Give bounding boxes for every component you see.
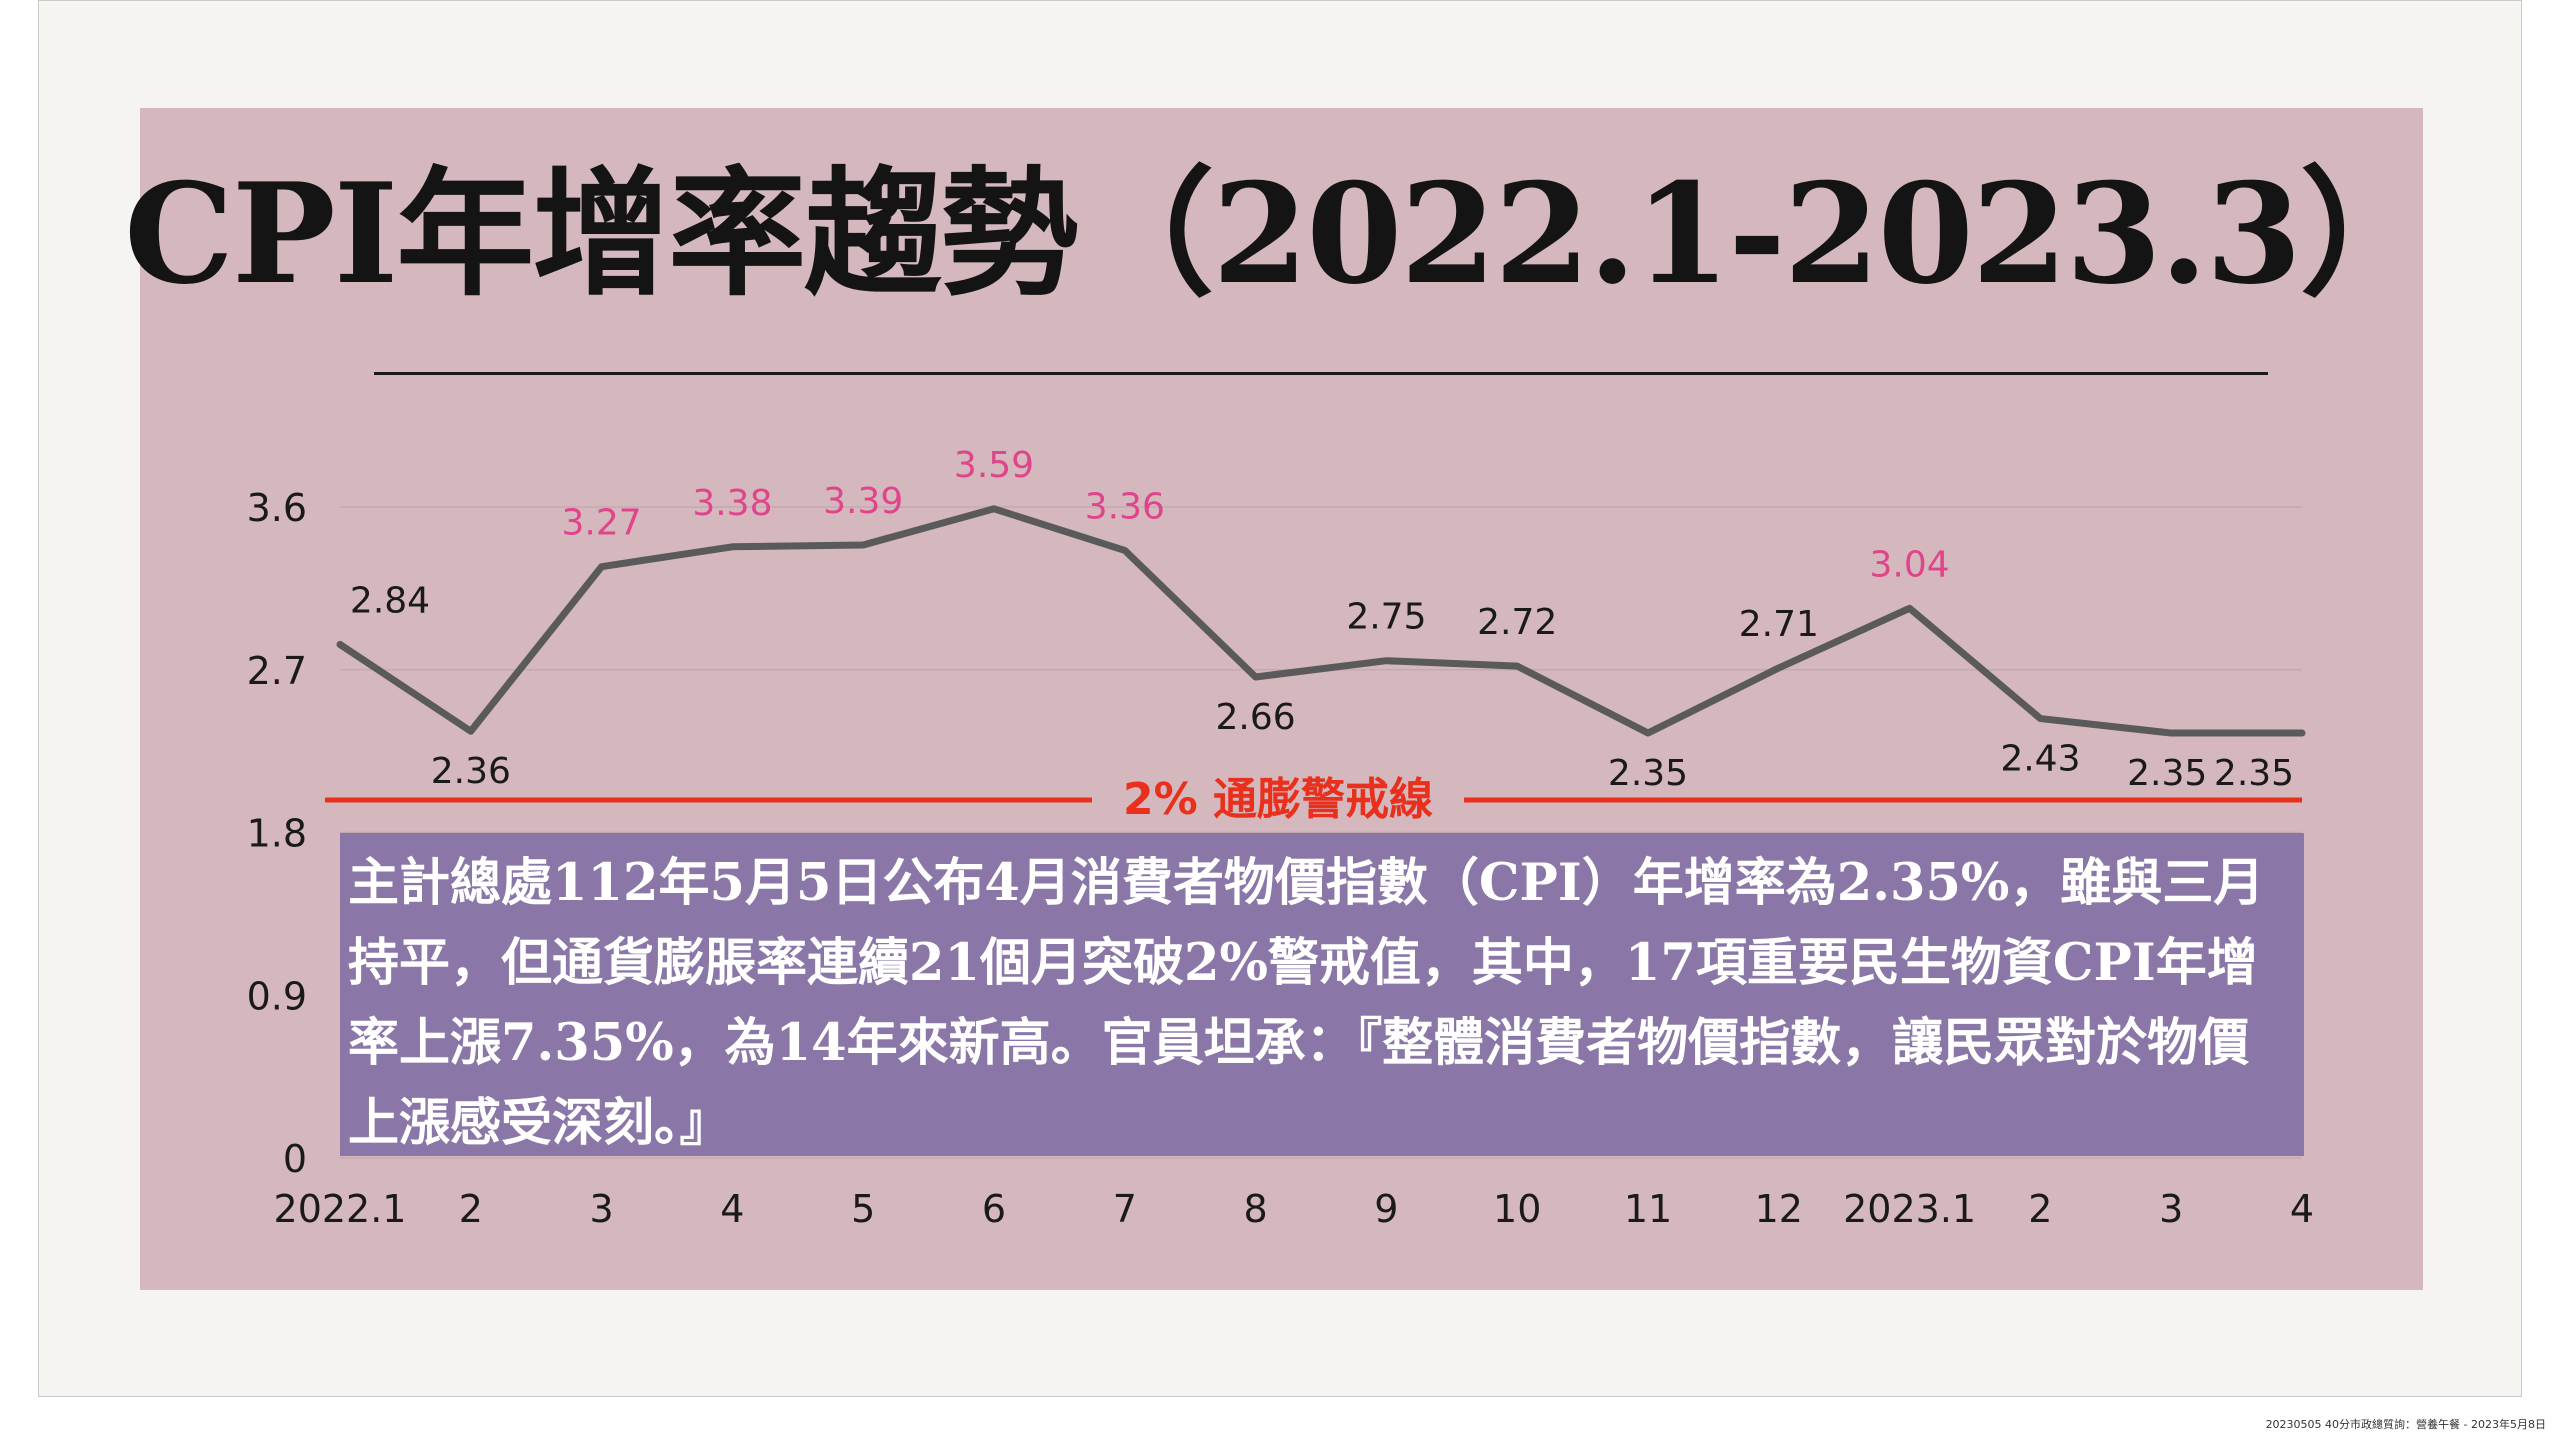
x-tick-label: 6 — [982, 1187, 1006, 1231]
x-tick-label: 2 — [2028, 1187, 2052, 1231]
x-tick-label: 12 — [1755, 1187, 1803, 1231]
x-tick-label: 2023.1 — [1843, 1187, 1976, 1231]
y-tick-label: 1.8 — [247, 812, 307, 856]
data-label: 3.39 — [823, 481, 903, 522]
y-tick-label: 2.7 — [247, 649, 307, 693]
data-label: 3.04 — [1870, 544, 1950, 585]
data-label: 2.75 — [1346, 597, 1426, 638]
x-tick-label: 11 — [1624, 1187, 1672, 1231]
y-axis-ticks: 0 0.9 1.8 2.7 3.6 — [247, 486, 307, 1181]
data-label: 2.72 — [1477, 602, 1557, 643]
data-labels: 2.84 2.36 3.27 3.38 3.39 3.59 3.36 2.66 2.75 2.72… — [350, 445, 2294, 794]
data-label: 2.35 — [2214, 753, 2294, 794]
x-tick-label: 8 — [1244, 1187, 1268, 1231]
x-tick-label: 7 — [1113, 1187, 1137, 1231]
footer-caption: 20230505 40分市政總質詢：營養午餐 - 2023年5月8日 — [2265, 1418, 2546, 1431]
x-tick-label: 3 — [2159, 1187, 2183, 1231]
chart-title: CPI年增率趨勢（2022.1-2023.3） — [124, 152, 2438, 315]
data-label: 3.38 — [692, 483, 772, 524]
x-tick-label: 10 — [1493, 1187, 1541, 1231]
x-tick-label: 9 — [1374, 1187, 1398, 1231]
x-tick-label: 4 — [2290, 1187, 2314, 1231]
x-tick-label: 2 — [459, 1187, 483, 1231]
data-label: 3.27 — [562, 503, 642, 544]
data-label: 2.36 — [431, 751, 511, 792]
y-tick-label: 3.6 — [247, 486, 307, 530]
x-tick-label: 4 — [720, 1187, 744, 1231]
y-tick-label: 0.9 — [247, 974, 307, 1018]
data-label: 3.36 — [1085, 486, 1165, 527]
x-tick-label: 5 — [851, 1187, 875, 1231]
title-divider — [374, 372, 2268, 375]
data-label: 2.71 — [1739, 604, 1819, 645]
annotation-box: 主計總處112年5月5日公布4月消費者物價指數（CPI）年增率為2.35%，雖與… — [340, 833, 2304, 1156]
y-tick-label: 0 — [283, 1137, 307, 1181]
data-label: 2.35 — [1608, 753, 1688, 794]
x-tick-label: 2022.1 — [274, 1187, 407, 1231]
threshold-label: 2% 通膨警戒線 — [1092, 771, 1464, 828]
data-label: 3.59 — [954, 445, 1034, 486]
x-tick-label: 3 — [590, 1187, 614, 1231]
x-axis-ticks: 2022.1 2 3 4 5 6 7 8 9 10 11 12 2023.1 2 3 4 — [274, 1187, 2315, 1231]
data-label: 2.84 — [350, 580, 430, 621]
data-label: 2.66 — [1216, 697, 1296, 738]
data-label: 2.43 — [2000, 739, 2080, 780]
data-label: 2.35 — [2127, 753, 2207, 794]
series-line-cpi — [336, 505, 2306, 737]
